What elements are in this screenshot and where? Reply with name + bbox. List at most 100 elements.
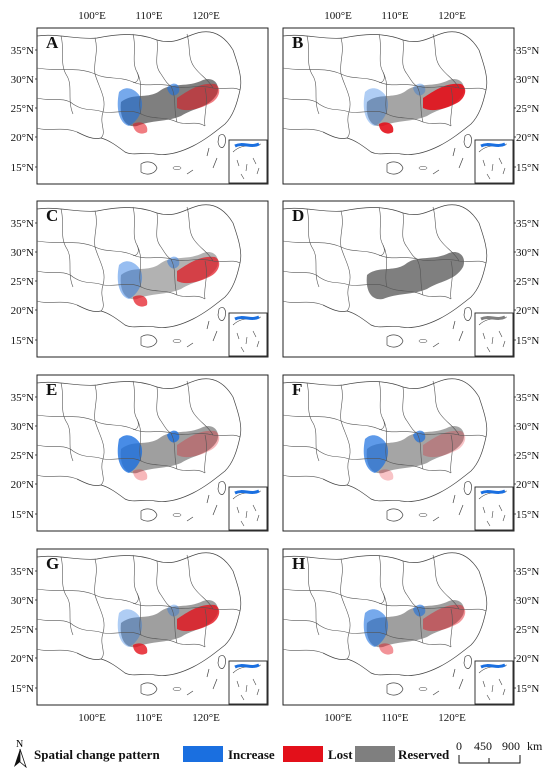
lat-tick-right: 15°N xyxy=(516,509,539,521)
lat-tick-left: 35°N xyxy=(11,45,34,57)
legend-label-increase: Increase xyxy=(228,747,275,762)
panel-label: E xyxy=(46,380,57,399)
lost-area xyxy=(379,430,466,481)
increase-area xyxy=(117,83,180,126)
scale-ruler xyxy=(458,755,521,764)
lat-tick-right: 35°N xyxy=(516,392,539,404)
lat-tick-right: 35°N xyxy=(516,45,539,57)
lat-tick-left: 35°N xyxy=(11,392,34,404)
map-figure: A B C D E F G H 100°E 100°E 110°E 110°E 120°E 120°E 10… xyxy=(11,10,540,724)
lat-tick-left: 20°N xyxy=(11,653,34,665)
scale-label-0: 0 xyxy=(456,739,462,753)
lon-tick-bottom: 120°E xyxy=(192,712,220,724)
lat-tick-right: 25°N xyxy=(516,103,539,115)
north-label: N xyxy=(16,739,23,750)
lat-tick-right: 35°N xyxy=(516,566,539,578)
lat-tick-left: 35°N xyxy=(11,218,34,230)
legend-label-lost: Lost xyxy=(328,747,353,762)
north-arrow-icon: N xyxy=(14,739,27,768)
lon-tick-bottom: 120°E xyxy=(438,712,466,724)
lat-tick-left: 25°N xyxy=(11,624,34,636)
lon-tick-top: 120°E xyxy=(192,10,220,22)
increase-area xyxy=(117,430,180,473)
map-panel-e: E xyxy=(36,374,269,532)
scale-label-450: 450 xyxy=(474,739,492,753)
map-panel-d: D xyxy=(282,200,515,358)
lat-tick-right: 15°N xyxy=(516,335,539,347)
panel-label: H xyxy=(292,554,305,573)
legend-swatch-lost xyxy=(283,746,323,762)
scale-unit: km xyxy=(527,739,543,753)
lon-tick-top: 110°E xyxy=(381,10,408,22)
lat-tick-left: 20°N xyxy=(11,479,34,491)
increase-area xyxy=(363,430,426,473)
lat-tick-left: 30°N xyxy=(11,595,34,607)
lat-tick-left: 30°N xyxy=(11,247,34,259)
legend: N Spatial change pattern Increase Lost R… xyxy=(0,738,550,772)
lat-tick-right: 15°N xyxy=(516,162,539,174)
lost-area xyxy=(133,604,220,655)
reserved-area xyxy=(120,425,219,474)
lon-tick-bottom: 100°E xyxy=(324,712,352,724)
increase-area xyxy=(363,604,426,647)
increase-area xyxy=(117,604,180,647)
lat-tick-left: 35°N xyxy=(11,566,34,578)
lat-tick-left: 15°N xyxy=(11,335,34,347)
panel-label: F xyxy=(292,380,302,399)
legend-swatch-increase xyxy=(183,746,223,762)
lat-tick-right: 20°N xyxy=(516,132,539,144)
lon-tick-top: 100°E xyxy=(324,10,352,22)
lat-tick-right: 30°N xyxy=(516,247,539,259)
map-panel-c: C xyxy=(36,200,269,358)
reserved-area xyxy=(366,599,465,648)
lon-tick-top: 110°E xyxy=(135,10,162,22)
lat-tick-right: 20°N xyxy=(516,305,539,317)
lost-area xyxy=(379,83,466,134)
panel-label: B xyxy=(292,33,303,52)
lat-tick-right: 30°N xyxy=(516,595,539,607)
lat-tick-left: 20°N xyxy=(11,305,34,317)
scale-bar: 0 450 900 km xyxy=(456,738,550,772)
scale-label-900: 900 xyxy=(502,739,520,753)
lat-tick-right: 35°N xyxy=(516,218,539,230)
lat-tick-right: 25°N xyxy=(516,624,539,636)
lat-tick-left: 20°N xyxy=(11,132,34,144)
map-panel-h: H xyxy=(282,548,515,706)
lon-tick-bottom: 110°E xyxy=(135,712,162,724)
lost-area xyxy=(133,430,220,481)
increase-area xyxy=(363,83,426,126)
map-panel-f: F xyxy=(282,374,515,532)
panel-label: D xyxy=(292,206,304,225)
lon-tick-top: 100°E xyxy=(78,10,106,22)
legend-title: Spatial change pattern xyxy=(34,747,160,762)
panel-label: C xyxy=(46,206,58,225)
legend-swatch-reserved xyxy=(355,746,395,762)
lost-area xyxy=(133,83,220,134)
reserved-area xyxy=(366,425,465,474)
lat-tick-left: 30°N xyxy=(11,74,34,86)
map-panel-a: A xyxy=(36,27,269,185)
lat-tick-right: 30°N xyxy=(516,421,539,433)
lat-tick-left: 25°N xyxy=(11,103,34,115)
lat-tick-right: 20°N xyxy=(516,653,539,665)
lost-area xyxy=(133,256,220,307)
lat-tick-left: 30°N xyxy=(11,421,34,433)
increase-area xyxy=(117,256,180,299)
lon-tick-bottom: 110°E xyxy=(381,712,408,724)
lost-area xyxy=(379,604,466,655)
lat-tick-left: 15°N xyxy=(11,683,34,695)
lat-tick-right: 20°N xyxy=(516,479,539,491)
lat-tick-left: 25°N xyxy=(11,450,34,462)
lat-tick-right: 30°N xyxy=(516,74,539,86)
lat-tick-left: 15°N xyxy=(11,509,34,521)
legend-label-reserved: Reserved xyxy=(398,747,450,762)
lat-tick-right: 25°N xyxy=(516,276,539,288)
reserved-area xyxy=(366,251,465,300)
map-panel-g: G xyxy=(36,548,269,706)
lon-tick-top: 120°E xyxy=(438,10,466,22)
panel-label: G xyxy=(46,554,59,573)
panel-label: A xyxy=(46,33,59,52)
lon-tick-bottom: 100°E xyxy=(78,712,106,724)
map-panel-b: B xyxy=(282,27,515,185)
lat-tick-right: 25°N xyxy=(516,450,539,462)
